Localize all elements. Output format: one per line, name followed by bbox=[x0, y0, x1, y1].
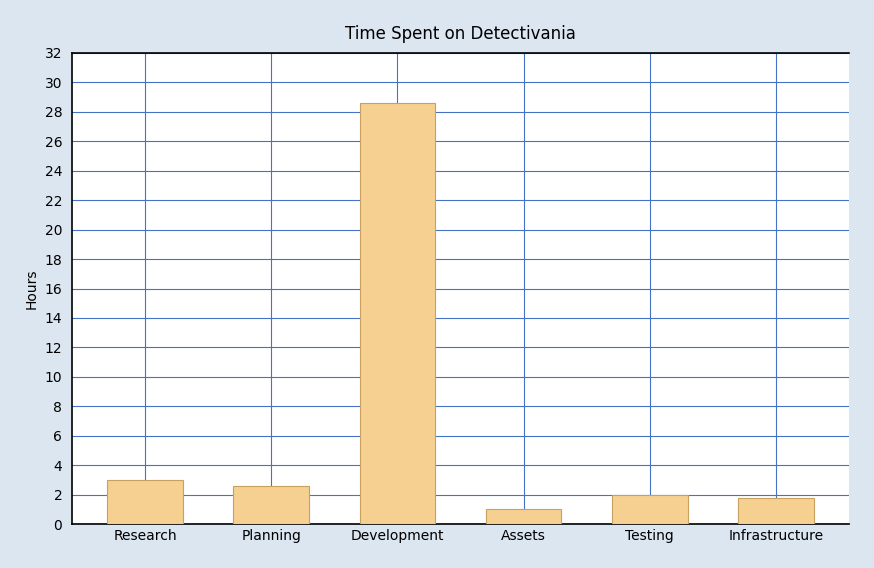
Bar bbox=[233, 486, 309, 524]
Bar bbox=[612, 495, 688, 524]
Bar bbox=[738, 498, 814, 524]
Bar bbox=[108, 480, 183, 524]
Y-axis label: Hours: Hours bbox=[25, 268, 39, 309]
Bar bbox=[486, 509, 561, 524]
Title: Time Spent on Detectivania: Time Spent on Detectivania bbox=[345, 25, 576, 43]
Bar bbox=[359, 103, 435, 524]
